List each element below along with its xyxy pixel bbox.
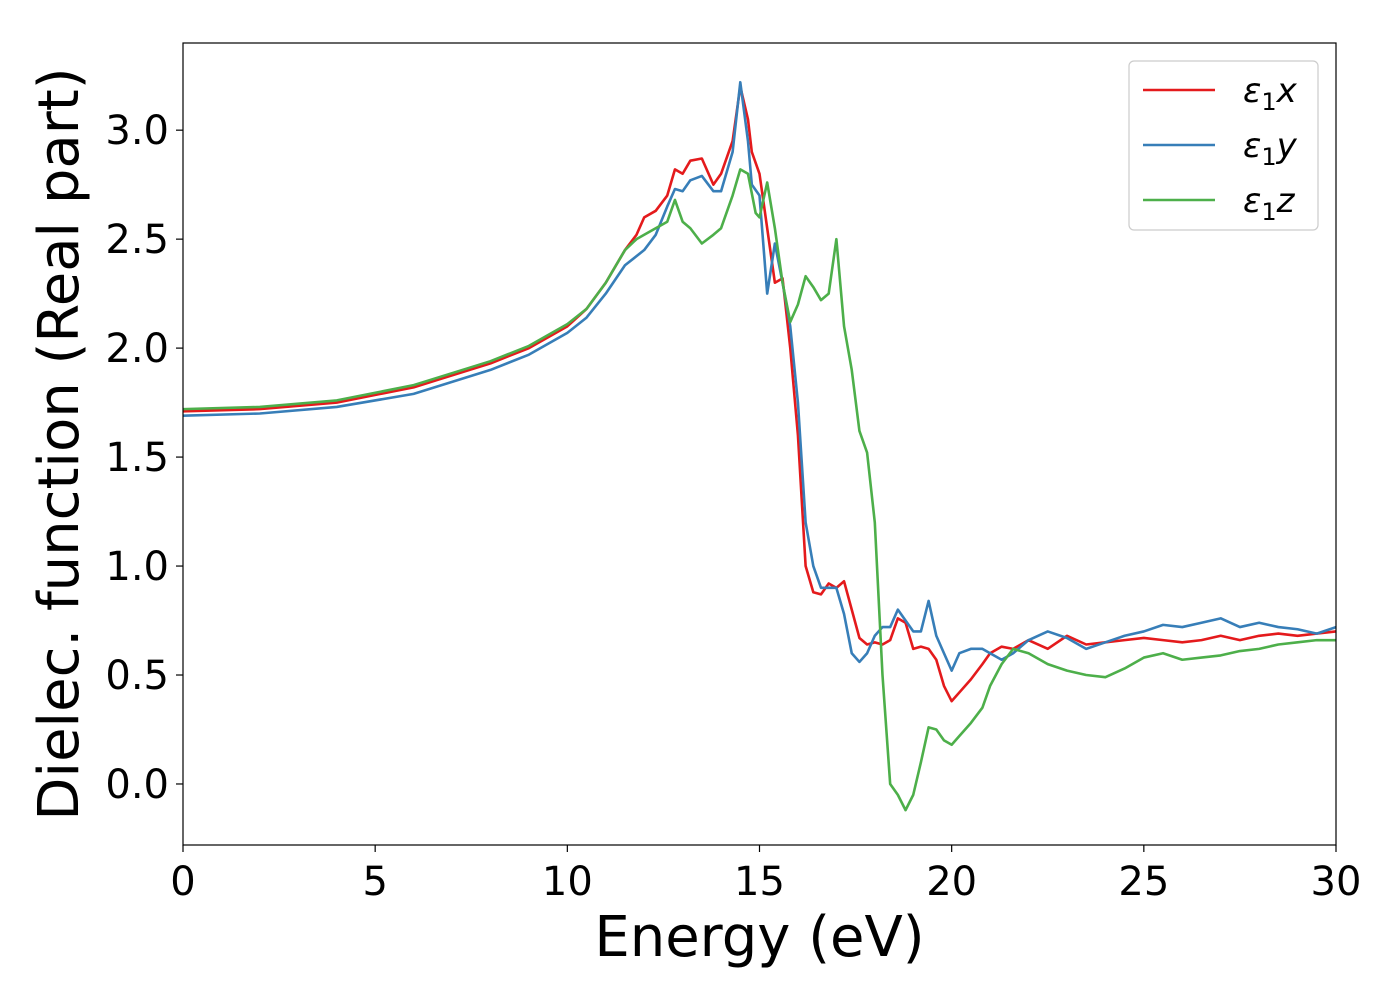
y-tick-label: 2.0 (105, 326, 169, 372)
y-tick-label: 0.0 (105, 762, 169, 808)
x-tick-label: 20 (926, 859, 977, 905)
legend-label-2: ε1y (1243, 126, 1298, 171)
series-line-2 (183, 80, 1336, 672)
y-tick-label: 3.0 (105, 108, 169, 154)
x-tick-label: 25 (1118, 859, 1169, 905)
y-axis: 0.0 0.5 1.0 1.5 2.0 2.5 3.0 (105, 108, 183, 808)
series-line-3 (183, 168, 1336, 812)
y-tick-label: 1.0 (105, 544, 169, 590)
plot-area (182, 42, 1337, 846)
legend-label-1: ε1x (1243, 71, 1298, 116)
x-tick-label: 0 (170, 859, 195, 905)
legend-label-3: ε1z (1243, 181, 1296, 226)
x-tick-label: 5 (362, 859, 387, 905)
x-tick-label: 15 (734, 859, 785, 905)
y-axis-label: Dielec. function (Real part) (27, 67, 92, 820)
x-axis: 0 5 10 15 20 25 30 (170, 845, 1361, 905)
x-tick-label: 30 (1311, 859, 1362, 905)
legend-box (1128, 60, 1319, 231)
legend: ε1x ε1y ε1z (1128, 60, 1319, 231)
x-axis-label: Energy (eV) (594, 905, 924, 970)
y-tick-label: 0.5 (105, 653, 169, 699)
x-tick-label: 10 (542, 859, 593, 905)
y-tick-label: 2.5 (105, 217, 169, 263)
y-tick-label: 1.5 (105, 435, 169, 481)
